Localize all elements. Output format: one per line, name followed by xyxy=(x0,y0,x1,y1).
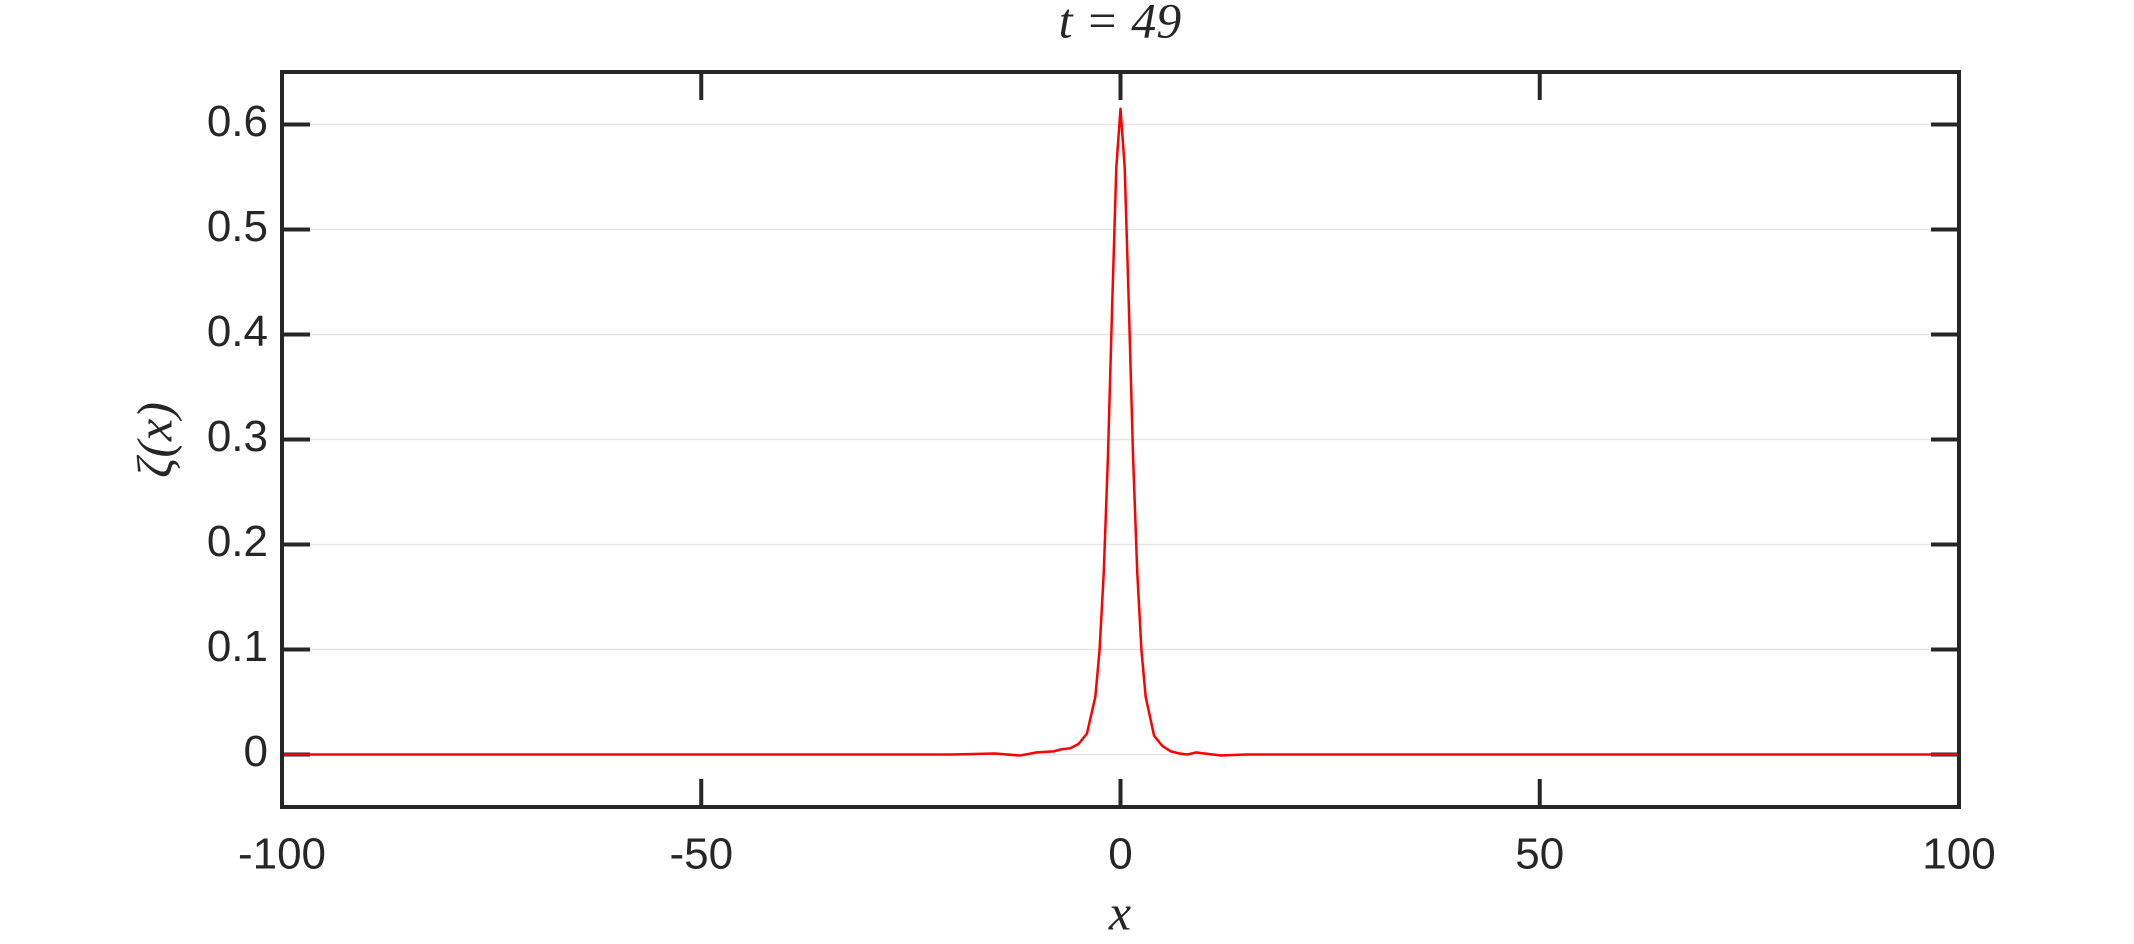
x-tick-label: 50 xyxy=(1515,830,1564,879)
y-tick-label: 0 xyxy=(244,727,268,776)
x-tick-label: 0 xyxy=(1108,830,1132,879)
y-axis-label: ζ(x) xyxy=(126,402,182,478)
y-tick-label: 0.2 xyxy=(207,517,268,566)
y-tick-label: 0.5 xyxy=(207,202,268,251)
x-tick-label: -50 xyxy=(669,830,733,879)
y-tick-label: 0.4 xyxy=(207,307,268,356)
plot-frame xyxy=(280,70,1961,809)
chart-title: t = 49 xyxy=(1059,0,1182,48)
y-tick-label: 0.6 xyxy=(207,97,268,146)
x-axis-label: x xyxy=(1108,884,1131,940)
data-line xyxy=(282,107,1959,757)
y-tick-label: 0.3 xyxy=(207,412,268,461)
x-tick-label: 100 xyxy=(1922,830,1995,879)
y-tick-label: 0.1 xyxy=(207,622,268,671)
x-tick-label: -100 xyxy=(238,830,326,879)
